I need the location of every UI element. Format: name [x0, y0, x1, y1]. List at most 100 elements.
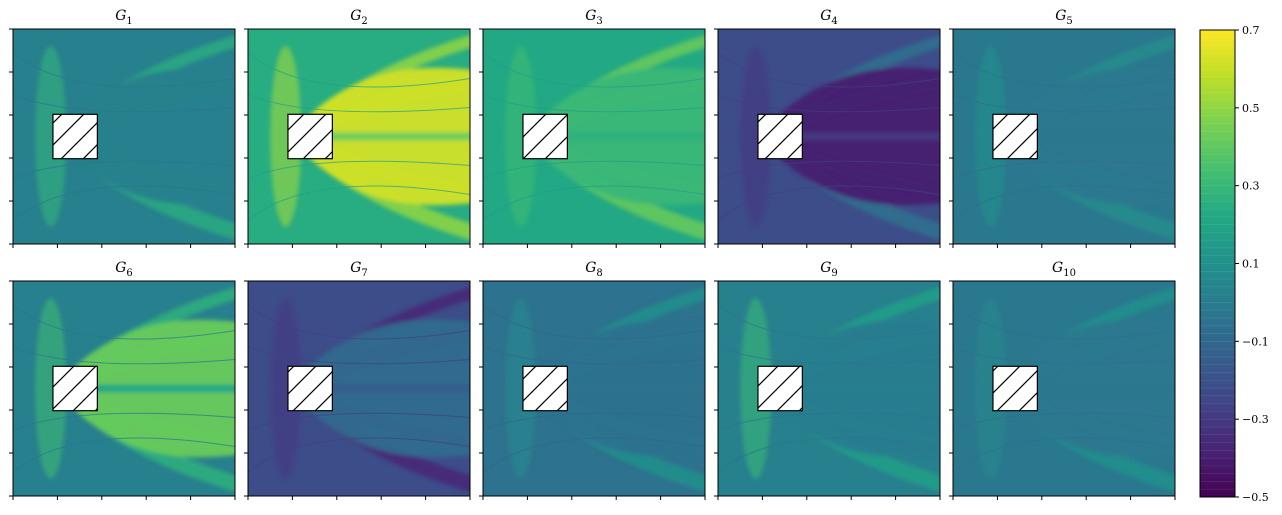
- panel-title: G6: [115, 260, 133, 279]
- obstacle-square: [287, 113, 333, 160]
- panel-title-symbol: G: [115, 260, 126, 276]
- colorbar-gradient: [1200, 30, 1235, 497]
- panel-g2: G2: [244, 8, 471, 248]
- panel-title-symbol: G: [820, 8, 831, 24]
- panel-frame: [952, 28, 1176, 245]
- obstacle-square: [757, 113, 803, 160]
- colorbar-tick-label: 0.3: [1242, 180, 1260, 193]
- contour-field: [248, 29, 470, 244]
- contour-line: [718, 52, 940, 88]
- contour-line: [718, 94, 940, 113]
- contour-line: [248, 412, 470, 431]
- panel-title: G5: [1055, 8, 1073, 27]
- contour-line: [953, 94, 1175, 113]
- panel-frame: [717, 280, 941, 497]
- contour-line: [13, 304, 235, 340]
- contour-line: [13, 94, 235, 113]
- panel-g3: G3: [479, 8, 706, 248]
- panel-title-symbol: G: [585, 8, 596, 24]
- colorbar-tick-label: 0.7: [1242, 24, 1260, 37]
- contour-field: [718, 281, 940, 496]
- panel-title: G1: [115, 8, 133, 27]
- panel-g6: G6: [9, 260, 236, 500]
- contour-line: [953, 160, 1175, 179]
- contour-line: [248, 94, 470, 113]
- colorbar-tick-label: 0.1: [1242, 258, 1260, 271]
- contour-line: [953, 52, 1175, 88]
- contour-line: [13, 437, 235, 473]
- panel-title: G10: [1052, 260, 1076, 279]
- upstream-front: [270, 298, 302, 479]
- contour-line: [13, 412, 235, 431]
- obstacle-square: [522, 365, 568, 412]
- contour-line: [248, 185, 470, 221]
- upstream-front: [975, 46, 1007, 227]
- upstream-front: [35, 298, 67, 479]
- panel-title-symbol: G: [350, 260, 361, 276]
- wake-centerline: [797, 384, 940, 393]
- panel-title-symbol: G: [115, 8, 126, 24]
- wake-centerline: [562, 132, 705, 141]
- contour-field: [953, 29, 1175, 244]
- panel-frame: [12, 28, 236, 245]
- panel-frame: [247, 28, 471, 245]
- obstacle-square: [992, 365, 1038, 412]
- contour-line: [953, 185, 1175, 221]
- contour-line: [483, 94, 705, 113]
- wake-centerline: [562, 384, 705, 393]
- contour-line: [953, 437, 1175, 473]
- panel-g9: G9: [714, 260, 941, 500]
- contour-field: [248, 281, 470, 496]
- contour-line: [483, 185, 705, 221]
- wake-centerline: [1032, 132, 1175, 141]
- panel-title-subscript: 1: [126, 16, 132, 27]
- panel-g4: G4: [714, 8, 941, 248]
- wake-centerline: [92, 384, 235, 393]
- panel-g1: G1: [9, 8, 236, 248]
- obstacle-square: [522, 113, 568, 160]
- panel-title-symbol: G: [585, 260, 596, 276]
- panel-title: G3: [585, 8, 603, 27]
- panel-g10: G10: [949, 260, 1176, 500]
- upstream-front: [270, 46, 302, 227]
- upstream-front: [505, 298, 537, 479]
- wake-centerline: [797, 132, 940, 141]
- wake-centerline: [1032, 384, 1175, 393]
- panel-frame: [717, 28, 941, 245]
- contour-line: [718, 437, 940, 473]
- obstacle-square: [757, 365, 803, 412]
- panel-title-symbol: G: [820, 260, 831, 276]
- panel-title: G2: [350, 8, 368, 27]
- panel-title-symbol: G: [350, 8, 361, 24]
- panel-title-symbol: G: [1052, 260, 1063, 276]
- panel-title: G9: [820, 260, 838, 279]
- panel-title-subscript: 9: [831, 268, 837, 279]
- contour-line: [483, 160, 705, 179]
- contour-line: [13, 52, 235, 88]
- wake-centerline: [327, 384, 470, 393]
- wake-centerline: [92, 132, 235, 141]
- panel-frame: [482, 28, 706, 245]
- contour-line: [483, 346, 705, 365]
- upstream-front: [35, 46, 67, 227]
- panel-title: G7: [350, 260, 368, 279]
- contour-line: [718, 304, 940, 340]
- panel-title-subscript: 3: [596, 16, 602, 27]
- wake-centerline: [327, 132, 470, 141]
- contour-line: [483, 304, 705, 340]
- obstacle-square: [287, 365, 333, 412]
- panel-title: G4: [820, 8, 838, 27]
- panel-frame: [952, 280, 1176, 497]
- colorbar-tick-label: −0.3: [1242, 413, 1269, 426]
- contour-line: [248, 52, 470, 88]
- upstream-front: [975, 298, 1007, 479]
- contour-line: [248, 160, 470, 179]
- colorbar-tick-label: −0.1: [1242, 335, 1269, 348]
- contour-line: [483, 437, 705, 473]
- upstream-front: [740, 298, 772, 479]
- panel-title-subscript: 6: [126, 268, 132, 279]
- panel-title-subscript: 5: [1066, 16, 1072, 27]
- contour-line: [718, 412, 940, 431]
- panel-g5: G5: [949, 8, 1176, 248]
